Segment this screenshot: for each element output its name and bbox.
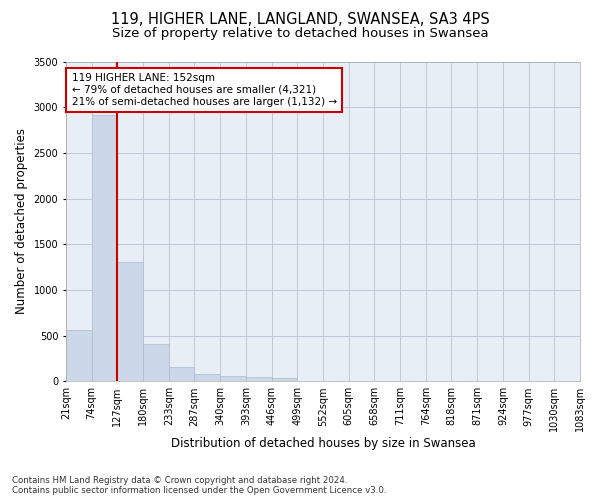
Text: 119 HIGHER LANE: 152sqm
← 79% of detached houses are smaller (4,321)
21% of semi: 119 HIGHER LANE: 152sqm ← 79% of detache…	[71, 74, 337, 106]
Bar	[169, 367, 194, 382]
Bar	[272, 378, 297, 382]
Bar	[66, 330, 92, 382]
Text: Contains HM Land Registry data © Crown copyright and database right 2024.
Contai: Contains HM Land Registry data © Crown c…	[12, 476, 386, 495]
Text: 119, HIGHER LANE, LANGLAND, SWANSEA, SA3 4PS: 119, HIGHER LANE, LANGLAND, SWANSEA, SA3…	[110, 12, 490, 28]
Y-axis label: Number of detached properties: Number of detached properties	[15, 128, 28, 314]
Bar	[246, 377, 272, 382]
Bar	[118, 262, 143, 382]
Bar	[143, 344, 169, 382]
X-axis label: Distribution of detached houses by size in Swansea: Distribution of detached houses by size …	[170, 437, 475, 450]
Text: Size of property relative to detached houses in Swansea: Size of property relative to detached ho…	[112, 28, 488, 40]
Bar	[194, 374, 220, 382]
Bar	[220, 376, 246, 382]
Bar	[92, 114, 118, 382]
